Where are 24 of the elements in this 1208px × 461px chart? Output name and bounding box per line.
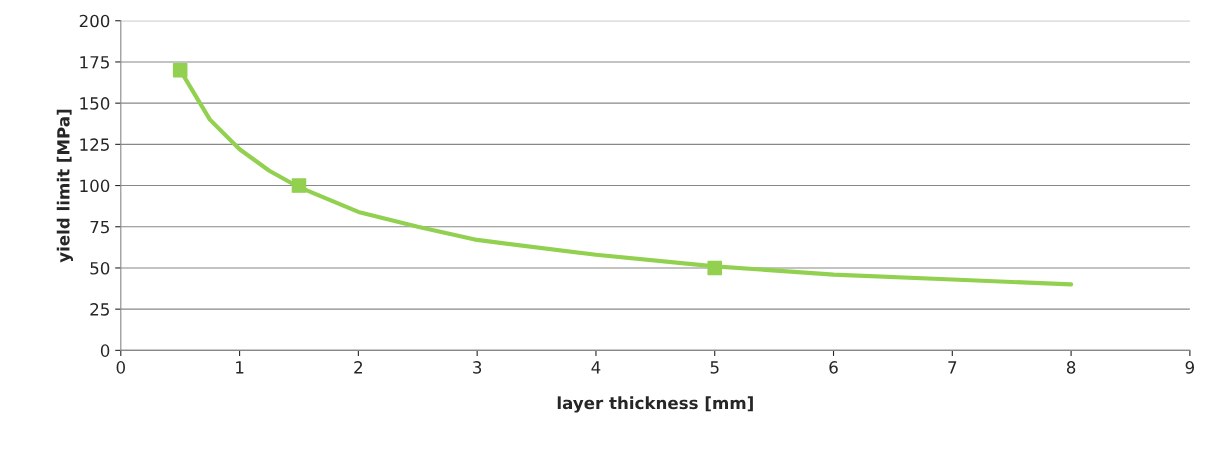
x-tick-label: 0 (116, 361, 125, 374)
x-tick-label: 9 (1185, 361, 1195, 374)
x-tick-label: 4 (591, 361, 601, 374)
y-tick-label: 100 (80, 179, 110, 193)
y-tick-label: 50 (90, 261, 110, 275)
y-axis-title: yield limit [MPa] (56, 109, 74, 263)
x-axis-title: layer thickness [mm] (557, 396, 753, 413)
point (291, 178, 307, 193)
y-tick-label: 75 (90, 220, 109, 234)
y-tick-label: 150 (80, 97, 110, 110)
y-tick-label: 125 (80, 138, 109, 151)
x-tick-label: 7 (948, 361, 957, 374)
x-tick-label: 3 (473, 361, 482, 374)
y-tick-label: 200 (79, 14, 110, 28)
x-tick-label: 8 (1066, 361, 1076, 374)
x-tick-label: 5 (710, 361, 719, 374)
y-tick-label: 0 (100, 344, 110, 357)
y-tick-label: 175 (80, 56, 109, 69)
x-tick-label: 2 (354, 361, 363, 374)
point (172, 62, 188, 78)
x-tick-label: 6 (829, 361, 838, 374)
x-tick-label: 1 (236, 361, 244, 374)
y-tick-label: 25 (90, 303, 109, 316)
point (707, 260, 723, 276)
